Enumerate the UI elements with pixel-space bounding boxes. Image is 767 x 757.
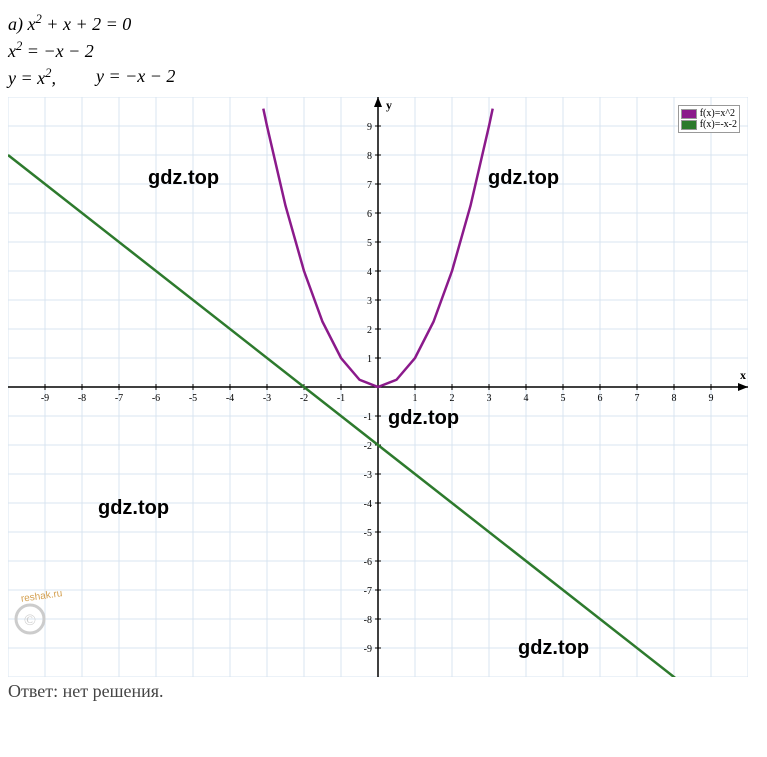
- svg-text:-6: -6: [152, 393, 160, 404]
- answer-text: Ответ: нет решения.: [8, 681, 759, 702]
- svg-text:6: 6: [367, 209, 372, 220]
- watermark-2: gdz.top: [388, 407, 459, 430]
- legend-swatch-0: [681, 109, 697, 119]
- problem-label: а): [8, 14, 23, 34]
- svg-text:-8: -8: [78, 393, 86, 404]
- svg-text:3: 3: [367, 296, 372, 307]
- svg-text:-5: -5: [189, 393, 197, 404]
- legend-label-0: f(x)=x^2: [700, 108, 735, 119]
- svg-text:9: 9: [367, 122, 372, 133]
- svg-text:y: y: [386, 98, 392, 112]
- svg-text:2: 2: [450, 393, 455, 404]
- svg-text:7: 7: [635, 393, 640, 404]
- svg-text:4: 4: [524, 393, 529, 404]
- svg-text:5: 5: [561, 393, 566, 404]
- problem-functions: y = x2, y = −x − 2: [8, 66, 759, 89]
- chart-legend: f(x)=x^2 f(x)=-x-2: [678, 105, 740, 133]
- svg-text:1: 1: [367, 354, 372, 365]
- legend-item-1: f(x)=-x-2: [681, 119, 737, 130]
- svg-text:-9: -9: [364, 644, 372, 655]
- svg-text:-7: -7: [115, 393, 123, 404]
- svg-text:5: 5: [367, 238, 372, 249]
- svg-text:-6: -6: [364, 557, 372, 568]
- chart-area: -9 -8 -7 -6 -5 -4 -3 -2 -1 1 2 3 4 5 6 7 8 9 -9 -8 -7 -6 -5 -4 -…: [8, 97, 748, 677]
- svg-text:-4: -4: [364, 499, 372, 510]
- svg-text:x: x: [740, 368, 746, 382]
- svg-text:-3: -3: [263, 393, 271, 404]
- svg-text:-2: -2: [364, 441, 372, 452]
- svg-text:-3: -3: [364, 470, 372, 481]
- svg-text:8: 8: [367, 151, 372, 162]
- svg-text:9: 9: [709, 393, 714, 404]
- svg-text:-1: -1: [364, 412, 372, 423]
- legend-swatch-1: [681, 120, 697, 130]
- func1-text: y = x2,: [8, 66, 56, 89]
- eq1-text: x2 + x + 2 = 0: [28, 14, 132, 34]
- watermark-1: gdz.top: [488, 167, 559, 190]
- problem-equation-2: x2 = −x − 2: [8, 39, 759, 62]
- legend-item-0: f(x)=x^2: [681, 108, 737, 119]
- svg-text:4: 4: [367, 267, 372, 278]
- svg-text:3: 3: [487, 393, 492, 404]
- svg-text:-8: -8: [364, 615, 372, 626]
- svg-text:7: 7: [367, 180, 372, 191]
- svg-text:8: 8: [672, 393, 677, 404]
- svg-text:6: 6: [598, 393, 603, 404]
- svg-text:-5: -5: [364, 528, 372, 539]
- svg-text:-9: -9: [41, 393, 49, 404]
- svg-text:-7: -7: [364, 586, 372, 597]
- svg-text:-4: -4: [226, 393, 234, 404]
- legend-label-1: f(x)=-x-2: [700, 119, 737, 130]
- watermark-0: gdz.top: [148, 167, 219, 190]
- svg-text:1: 1: [413, 393, 418, 404]
- func2-text: y = −x − 2: [96, 66, 175, 89]
- svg-text:2: 2: [367, 325, 372, 336]
- chart-svg: -9 -8 -7 -6 -5 -4 -3 -2 -1 1 2 3 4 5 6 7 8 9 -9 -8 -7 -6 -5 -4 -…: [8, 97, 748, 677]
- svg-text:-2: -2: [300, 393, 308, 404]
- reshak-logo: reshak.ru ©: [12, 587, 72, 637]
- svg-text:-1: -1: [337, 393, 345, 404]
- watermark-3: gdz.top: [98, 497, 169, 520]
- svg-text:©: ©: [24, 612, 36, 629]
- svg-text:reshak.ru: reshak.ru: [20, 588, 63, 605]
- eq2-text: x2 = −x − 2: [8, 41, 94, 61]
- watermark-4: gdz.top: [518, 637, 589, 660]
- problem-equation-1: а) x2 + x + 2 = 0: [8, 12, 759, 35]
